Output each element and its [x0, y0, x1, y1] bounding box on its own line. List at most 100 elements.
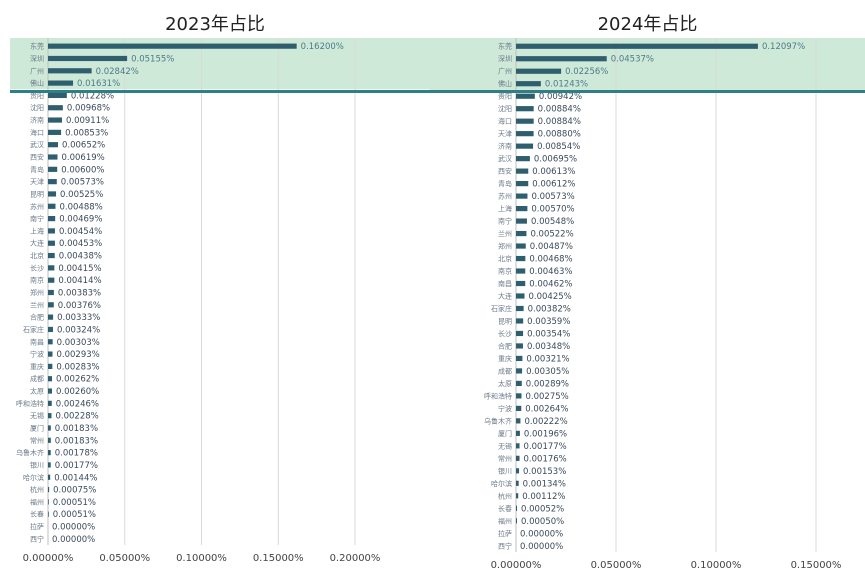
category-label: 太原	[30, 387, 44, 396]
bar	[516, 255, 526, 262]
value-label: 0.00050%	[521, 517, 564, 527]
bar	[516, 318, 524, 324]
category-label: 杭州	[498, 491, 512, 500]
bar	[516, 143, 534, 149]
category-label: 武汉	[498, 154, 512, 163]
category-label: 乌鲁木齐	[484, 416, 512, 425]
bar	[48, 80, 74, 86]
bar	[48, 388, 52, 394]
value-label: 0.00884%	[538, 117, 581, 127]
category-label: 郑州	[30, 289, 44, 297]
bar	[516, 443, 520, 449]
category-label: 银川	[498, 466, 512, 475]
value-label: 0.00911%	[66, 116, 109, 126]
bar	[48, 474, 51, 480]
value-label: 0.00376%	[58, 301, 101, 311]
value-label: 0.05155%	[131, 54, 174, 64]
bar	[516, 106, 534, 112]
category-label: 东莞	[30, 42, 44, 51]
bar	[48, 252, 55, 259]
bar	[48, 191, 57, 197]
category-label: 西安	[30, 153, 44, 162]
category-label: 呼和浩特	[16, 399, 44, 408]
value-label: 0.00487%	[530, 242, 573, 252]
bar	[516, 343, 523, 349]
value-label: 0.00303%	[57, 338, 100, 348]
value-label: 0.00075%	[53, 486, 96, 496]
value-label: 0.01631%	[77, 79, 120, 89]
value-label: 0.00051%	[53, 498, 96, 508]
value-label: 0.00853%	[65, 128, 108, 138]
value-label: 0.00324%	[57, 325, 100, 335]
category-label: 长春	[30, 510, 44, 519]
x-tick-label: 0.05000%	[99, 553, 150, 564]
category-label: 成都	[30, 374, 44, 383]
x-tick-label: 0.15000%	[253, 553, 304, 564]
value-label: 0.00522%	[530, 230, 573, 240]
category-label: 武汉	[30, 140, 44, 149]
bar	[516, 68, 562, 74]
bar	[48, 92, 67, 99]
category-label: 天津	[498, 130, 512, 138]
value-label: 0.00183%	[55, 436, 98, 446]
value-label: 0.00942%	[539, 92, 582, 102]
category-label: 成都	[498, 366, 512, 375]
category-label: 大连	[30, 239, 44, 248]
category-label: 呼和浩特	[484, 391, 512, 400]
value-label: 0.00183%	[55, 424, 98, 434]
value-label: 0.00264%	[525, 404, 568, 414]
value-label: 0.00453%	[59, 239, 102, 249]
value-label: 0.00469%	[59, 215, 102, 225]
value-label: 0.00854%	[537, 142, 580, 152]
bar	[48, 400, 52, 406]
category-label: 东莞	[498, 42, 512, 51]
category-label: 长沙	[498, 329, 512, 338]
value-label: 0.00525%	[60, 190, 103, 200]
category-label: 苏州	[498, 192, 512, 201]
value-label: 0.00695%	[534, 155, 577, 165]
bar	[48, 154, 58, 160]
bar	[516, 168, 529, 174]
value-label: 0.00415%	[58, 264, 101, 274]
bar	[516, 380, 522, 387]
bar	[48, 228, 55, 234]
bar	[48, 486, 50, 493]
value-label: 0.04537%	[611, 55, 654, 65]
value-label: 0.00176%	[524, 454, 567, 464]
value-label: 0.00884%	[538, 105, 581, 115]
category-label: 北京	[498, 254, 512, 263]
value-label: 0.00000%	[520, 529, 563, 539]
category-label: 沈阳	[30, 103, 44, 112]
category-label: 昆明	[30, 190, 44, 198]
value-label: 0.00153%	[523, 467, 566, 477]
value-label: 0.00222%	[524, 417, 567, 427]
bar	[516, 368, 523, 374]
category-label: 南京	[30, 276, 44, 285]
value-label: 0.00000%	[52, 523, 95, 533]
category-label: 重庆	[30, 362, 44, 371]
value-label: 0.01243%	[545, 80, 588, 90]
category-label: 西安	[498, 167, 512, 176]
bar	[516, 405, 522, 411]
category-label: 南昌	[30, 337, 44, 346]
bar	[48, 129, 62, 135]
value-label: 0.00262%	[56, 375, 99, 385]
bar	[516, 118, 534, 124]
category-label: 无锡	[498, 441, 512, 450]
value-label: 0.00196%	[524, 429, 567, 439]
bar	[516, 93, 535, 99]
value-label: 0.00488%	[59, 202, 102, 212]
category-label: 厦门	[30, 423, 44, 432]
category-label: 南京	[498, 267, 512, 276]
value-label: 0.00305%	[526, 367, 569, 377]
category-label: 哈尔滨	[491, 479, 512, 488]
category-label: 拉萨	[30, 522, 44, 531]
value-label: 0.00425%	[529, 292, 572, 302]
bar	[516, 330, 524, 337]
value-label: 0.00260%	[56, 387, 99, 397]
bar	[516, 418, 521, 424]
category-label: 哈尔滨	[23, 473, 44, 482]
bar	[48, 166, 58, 172]
bar	[48, 450, 51, 456]
chart-title-2023: 2023年占比	[165, 14, 265, 35]
